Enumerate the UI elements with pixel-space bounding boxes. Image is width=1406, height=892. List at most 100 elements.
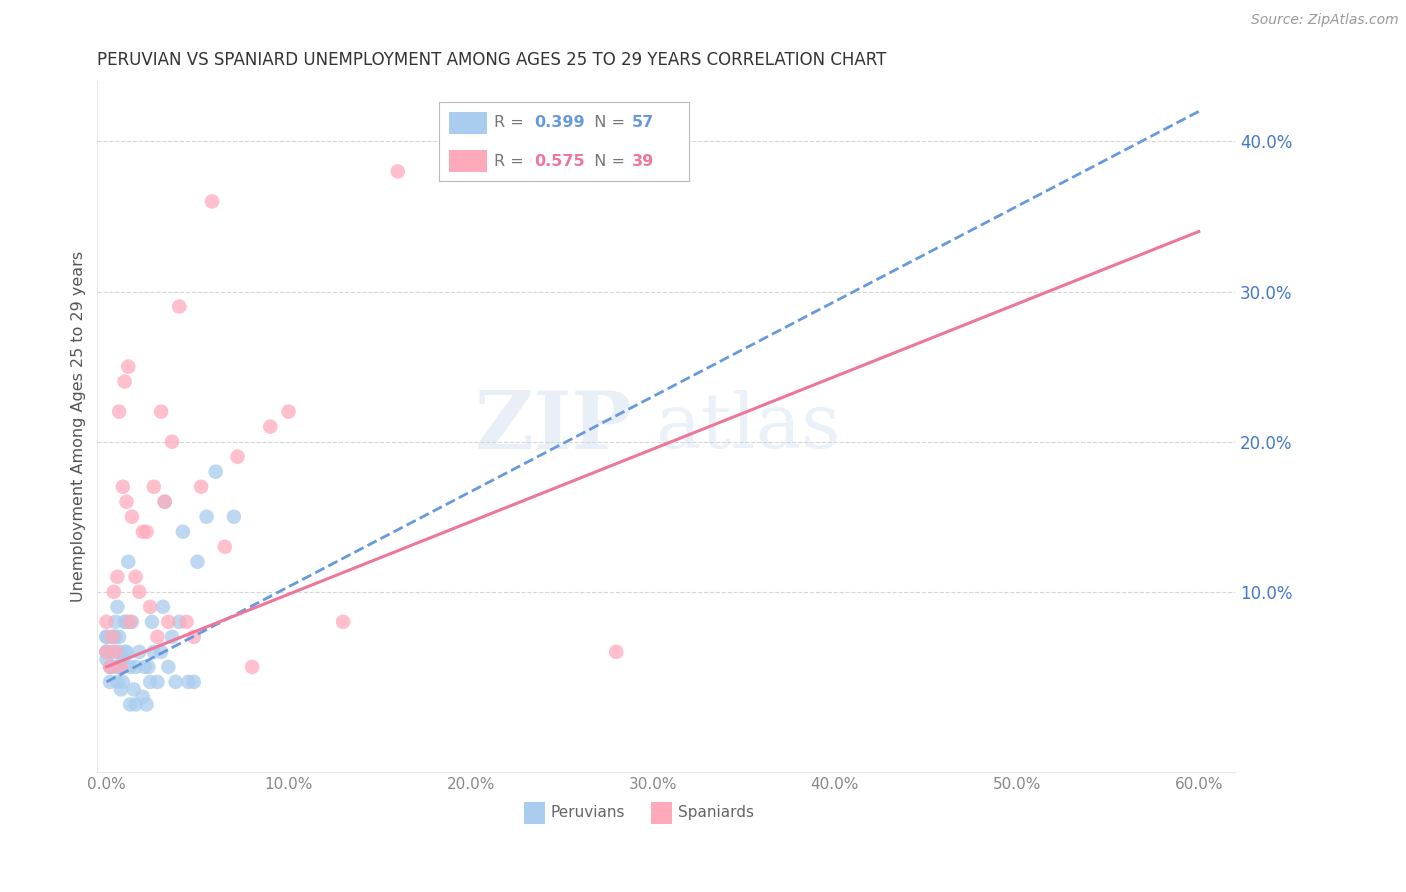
Point [134,660,156,674]
Point [104,645,127,659]
Point [146,674,169,689]
Y-axis label: Unemployment Among Ages 25 to 29 years: Unemployment Among Ages 25 to 29 years [72,251,86,602]
Point [176,615,198,629]
Point [104,630,127,644]
Point [204,465,226,479]
Point [201,194,224,209]
Point [190,480,212,494]
Point [111,674,134,689]
Point [104,615,127,629]
Point [183,630,205,644]
Point [139,599,162,614]
Point [96,645,118,659]
Point [124,570,146,584]
Point [169,300,191,314]
Text: ZIP: ZIP [475,388,633,466]
Point [160,630,183,644]
Point [122,682,145,697]
Point [105,674,128,689]
Point [153,494,176,508]
Point [195,509,218,524]
Point [96,630,118,644]
Point [146,630,169,644]
Point [96,645,118,659]
Point [240,660,263,674]
Point [108,630,131,644]
Point [98,660,121,674]
Point [121,615,143,629]
Point [115,494,138,508]
Point [139,674,162,689]
Point [115,615,138,629]
Point [186,555,208,569]
Point [114,375,136,389]
Point [277,404,299,418]
Point [142,480,165,494]
Point [153,494,176,508]
Point [114,615,136,629]
Point [124,660,146,674]
Point [150,404,173,418]
Point [124,698,146,712]
Point [142,645,165,659]
Text: atlas: atlas [655,390,841,464]
Text: Spaniards: Spaniards [678,805,754,821]
Point [120,698,142,712]
Point [108,645,131,659]
Point [111,652,134,666]
Point [101,645,124,659]
Point [96,630,118,644]
Point [226,450,249,464]
Text: PERUVIAN VS SPANIARD UNEMPLOYMENT AMONG AGES 25 TO 29 YEARS CORRELATION CHART: PERUVIAN VS SPANIARD UNEMPLOYMENT AMONG … [97,51,887,69]
Point [121,509,143,524]
Point [128,584,150,599]
Point [110,660,132,674]
Point [105,599,128,614]
Point [110,660,132,674]
Point [115,645,138,659]
Point [114,645,136,659]
Point [135,524,157,539]
Point [98,674,121,689]
Point [103,630,125,644]
Point [169,615,191,629]
Point [101,630,124,644]
Point [132,690,155,704]
Point [177,674,200,689]
Point [96,615,118,629]
Point [120,660,142,674]
Point [105,660,128,674]
Point [183,674,205,689]
Point [160,434,183,449]
Point [108,660,131,674]
Point [141,615,163,629]
Point [96,652,118,666]
Point [135,698,157,712]
Point [117,555,139,569]
Text: Source: ZipAtlas.com: Source: ZipAtlas.com [1251,13,1399,28]
Point [332,615,354,629]
Point [152,599,174,614]
Point [165,674,187,689]
Point [605,645,627,659]
Point [259,419,281,434]
Point [172,524,194,539]
Text: Peruvians: Peruvians [550,805,624,821]
FancyBboxPatch shape [524,802,544,824]
Point [108,404,131,418]
Point [157,615,180,629]
Point [150,645,173,659]
Point [101,660,124,674]
Point [111,480,134,494]
Point [117,359,139,374]
Point [128,645,150,659]
Point [132,524,155,539]
FancyBboxPatch shape [651,802,672,824]
Point [110,682,132,697]
Point [103,630,125,644]
Point [96,645,118,659]
Point [136,660,159,674]
Point [98,660,121,674]
Point [103,584,125,599]
Point [157,660,180,674]
